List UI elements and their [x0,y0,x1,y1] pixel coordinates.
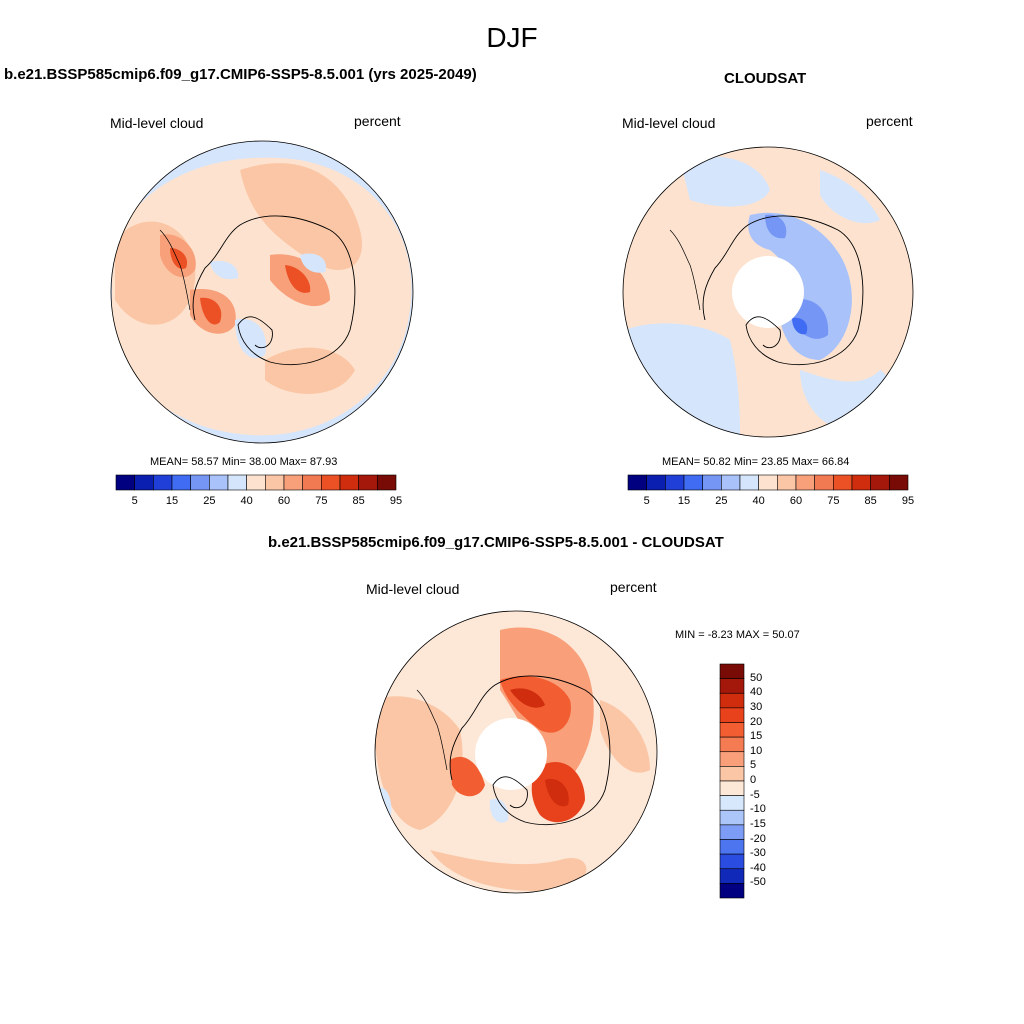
colorbar-tick-label: -40 [750,861,766,874]
panel-3-stats: MIN = -8.23 MAX = 50.07 [675,629,800,641]
colorbar-swatch [719,692,745,709]
colorbar-swatch [115,474,135,491]
colorbar-tick-label: 15 [750,730,763,743]
panel-3-colorbar [719,663,745,899]
colorbar-swatch [719,707,745,723]
colorbar-tick-label: 85 [352,495,365,507]
colorbar-swatch [302,474,322,491]
colorbar-swatch [377,474,397,491]
colorbar-swatch [719,824,745,840]
colorbar-swatch [889,474,909,491]
colorbar-swatch [227,474,247,491]
colorbar-swatch [719,809,745,826]
colorbar-swatch [265,474,285,491]
colorbar-swatch [321,474,341,491]
panel-1-title: b.e21.BSSP585cmip6.f09_g17.CMIP6-SSP5-8.… [4,66,477,83]
colorbar-tick-label: 10 [750,744,763,757]
colorbar-swatch [777,474,797,491]
colorbar-tick-label: 15 [677,495,691,507]
colorbar-swatch [719,678,745,694]
colorbar-swatch [719,736,745,753]
colorbar-tick-label: 40 [750,686,763,699]
figure-title: DJF [486,22,538,53]
colorbar-tick-label: 40 [240,495,253,507]
colorbar-tick-label: 60 [277,495,291,507]
colorbar-swatch [719,780,745,796]
colorbar-swatch [209,474,229,491]
colorbar-tick-label: 60 [789,495,803,507]
colorbar-swatch [758,474,778,491]
colorbar-swatch [814,474,834,491]
panel-2-title: CLOUDSAT [724,70,807,87]
colorbar-swatch [683,474,703,491]
colorbar-swatch [719,795,745,811]
colorbar-tick-label: -30 [750,847,766,860]
colorbar-swatch [190,474,210,491]
colorbar-swatch [719,868,745,884]
colorbar-swatch [719,839,745,855]
colorbar-swatch [246,474,266,491]
colorbar-tick-label: -15 [750,817,766,830]
panel-3-variable-label: Mid-level cloud [366,581,460,597]
colorbar-swatch [870,474,890,491]
colorbar-tick-label: 75 [315,495,328,507]
colorbar-swatch [739,474,759,491]
panel-1-units-label: percent [354,113,401,129]
panel-1-map [110,140,414,444]
panel-3-title: b.e21.BSSP585cmip6.f09_g17.CMIP6-SSP5-8.… [268,534,724,551]
colorbar-swatch [851,474,871,491]
panel-1-stats: MEAN= 58.57 Min= 38.00 Max= 87.93 [150,456,338,468]
colorbar-tick-label: 20 [750,715,763,728]
panel-2-units-label: percent [866,113,913,129]
colorbar-swatch [721,474,741,491]
colorbar-swatch [719,663,745,679]
colorbar-tick-label: 95 [389,495,403,507]
colorbar-swatch [719,853,745,870]
colorbar-tick-label: -50 [750,876,766,889]
colorbar-tick-label: 40 [752,495,765,507]
panel-3-units-label: percent [610,579,657,595]
panel-2-stats: MEAN= 50.82 Min= 23.85 Max= 66.84 [662,456,850,468]
colorbar-swatch [719,722,745,738]
panel-1-variable-label: Mid-level cloud [110,115,204,131]
panel-1-colorbar [115,474,397,491]
colorbar-tick-label: -5 [750,788,760,801]
colorbar-tick-label: 15 [165,495,179,507]
colorbar-swatch [358,474,378,491]
colorbar-swatch [153,474,173,491]
colorbar-swatch [702,474,722,491]
colorbar-tick-label: -10 [750,803,766,816]
colorbar-tick-label: 30 [750,700,763,713]
panel-3-map [374,610,658,894]
colorbar-tick-label: 5 [131,495,138,507]
colorbar-tick-label: -20 [750,832,766,845]
colorbar-tick-label: 75 [827,495,840,507]
colorbar-tick-label: 95 [901,495,915,507]
colorbar-swatch [171,474,191,491]
panel-2-map [622,146,914,438]
colorbar-tick-label: 25 [203,495,216,507]
colorbar-swatch [339,474,359,491]
colorbar-swatch [795,474,815,491]
colorbar-swatch [665,474,685,491]
colorbar-swatch [719,766,745,782]
colorbar-swatch [646,474,666,491]
colorbar-tick-label: 25 [715,495,728,507]
colorbar-tick-label: 50 [750,671,763,684]
colorbar-swatch [719,751,745,767]
colorbar-swatch [719,883,745,899]
colorbar-tick-label: 0 [750,774,757,786]
colorbar-swatch [134,474,154,491]
colorbar-swatch [833,474,853,491]
colorbar-tick-label: 5 [643,495,650,507]
colorbar-swatch [627,474,647,491]
colorbar-swatch [283,474,303,491]
panel-2-variable-label: Mid-level cloud [622,115,716,131]
colorbar-tick-label: 85 [864,495,877,507]
panel-2-colorbar [627,474,909,491]
colorbar-tick-label: 5 [750,759,757,772]
